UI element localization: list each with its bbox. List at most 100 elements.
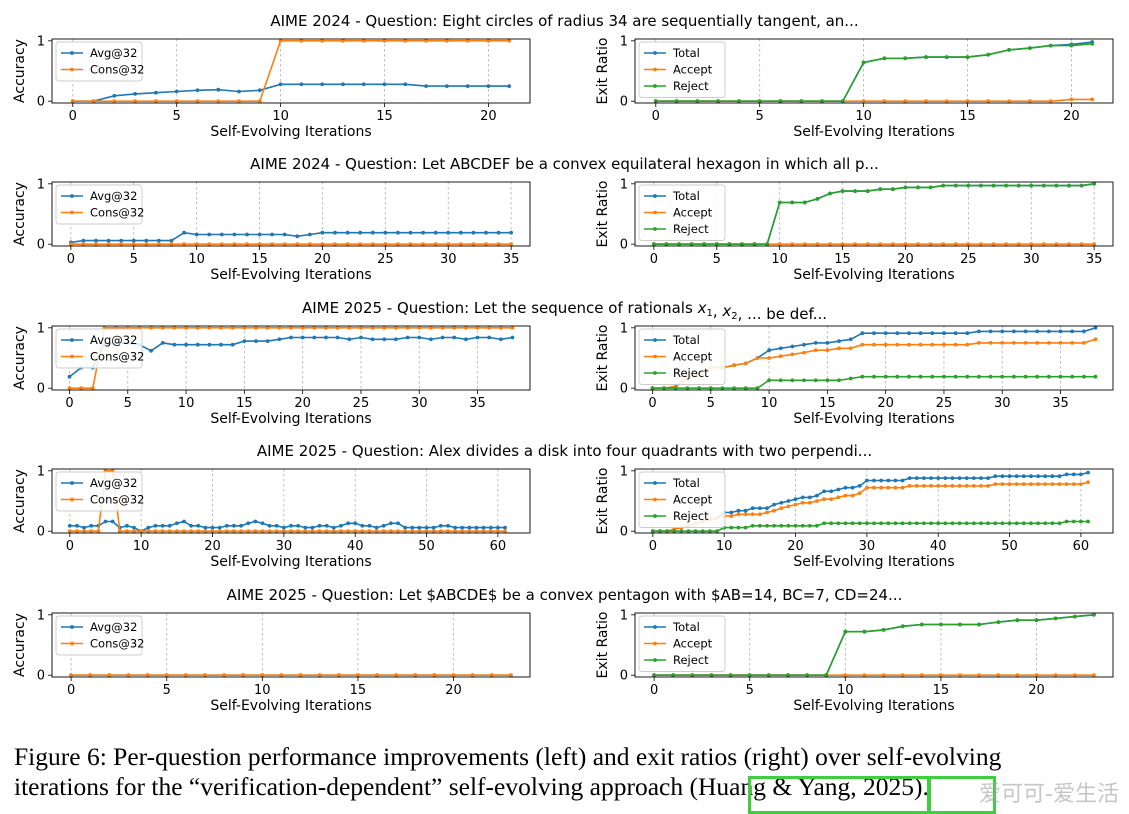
data-point xyxy=(1012,341,1016,345)
data-point xyxy=(943,484,948,488)
legend-entry: Cons@32 xyxy=(90,493,144,507)
x-axis-label: Self-Evolving Iterations xyxy=(210,124,371,140)
data-point xyxy=(843,485,848,490)
data-point xyxy=(131,238,136,243)
data-point xyxy=(965,55,970,59)
data-point xyxy=(1050,482,1055,486)
data-point xyxy=(1004,242,1008,247)
data-point xyxy=(300,325,305,330)
data-point xyxy=(94,238,98,243)
x-tick-label: 25 xyxy=(353,396,370,411)
legend-marker xyxy=(653,227,657,231)
data-point xyxy=(790,200,795,205)
data-point xyxy=(1036,474,1040,479)
data-point xyxy=(375,673,379,678)
data-point xyxy=(652,673,656,678)
data-point xyxy=(965,331,970,336)
data-point xyxy=(282,525,286,530)
x-tick-label: 5 xyxy=(707,396,715,411)
legend-box xyxy=(55,184,143,225)
data-point xyxy=(777,200,782,205)
data-point xyxy=(872,478,876,483)
data-point xyxy=(1035,329,1040,334)
data-point xyxy=(242,339,247,343)
data-point xyxy=(210,525,215,530)
x-tick-label: 60 xyxy=(1073,539,1090,554)
data-point xyxy=(786,504,791,509)
data-point xyxy=(772,502,776,507)
data-point xyxy=(133,99,138,104)
data-point xyxy=(132,525,136,530)
data-point xyxy=(860,374,865,379)
x-tick-label: 15 xyxy=(376,109,393,124)
data-point xyxy=(878,242,883,247)
data-point xyxy=(381,523,386,528)
data-point xyxy=(298,673,303,678)
data-point xyxy=(914,521,919,526)
data-point xyxy=(507,38,512,43)
data-point xyxy=(424,38,428,43)
data-point xyxy=(312,325,317,330)
data-point xyxy=(446,242,451,247)
panel-left-row-5: 0 5 10 15 20 0 1 Avg@32 Cons@32 Self-Evolving Ite… xyxy=(12,608,531,714)
data-point xyxy=(1029,242,1034,247)
data-point xyxy=(295,242,300,247)
data-point xyxy=(1014,474,1019,479)
data-point xyxy=(503,525,507,530)
data-point xyxy=(1092,612,1096,617)
data-point xyxy=(767,378,771,383)
legend-marker xyxy=(70,67,74,72)
data-point xyxy=(172,342,177,347)
data-point xyxy=(865,242,870,247)
legend-marker xyxy=(653,51,657,55)
x-tick-label: 0 xyxy=(650,683,658,698)
data-point xyxy=(1079,242,1084,247)
data-point xyxy=(232,242,237,247)
data-point xyxy=(958,673,962,678)
x-tick-label: 0 xyxy=(66,539,74,554)
data-point xyxy=(865,521,869,526)
data-point xyxy=(195,88,200,93)
data-point xyxy=(1043,521,1048,526)
x-tick-label: 10 xyxy=(761,396,778,411)
data-point xyxy=(893,485,898,490)
axes-frame xyxy=(51,612,531,678)
data-point xyxy=(310,525,315,530)
data-point xyxy=(257,242,262,247)
data-point xyxy=(860,342,865,347)
data-point xyxy=(496,230,501,235)
axes-frame xyxy=(634,181,1114,247)
data-point xyxy=(403,82,408,87)
data-point xyxy=(755,386,760,391)
data-point xyxy=(850,485,855,490)
legend-marker xyxy=(653,514,657,518)
y-tick-label: 1 xyxy=(37,464,45,479)
data-point xyxy=(182,519,186,524)
data-point xyxy=(394,673,399,678)
data-point xyxy=(891,242,895,247)
data-point xyxy=(496,529,500,534)
data-point xyxy=(282,232,287,237)
data-point xyxy=(779,506,784,511)
data-point xyxy=(907,484,912,488)
data-point xyxy=(139,529,144,534)
data-point xyxy=(1079,472,1083,477)
data-point xyxy=(488,529,493,534)
x-tick-label: 20 xyxy=(1063,109,1080,124)
data-point xyxy=(403,38,408,43)
data-point xyxy=(930,374,935,379)
data-point xyxy=(69,673,73,678)
series-line-reject xyxy=(653,183,1095,245)
legend-entry: Avg@32 xyxy=(90,476,137,490)
data-point xyxy=(1093,374,1098,379)
data-point xyxy=(747,673,752,678)
data-point xyxy=(282,242,287,247)
x-axis-label: Self-Evolving Iterations xyxy=(210,267,371,283)
data-point xyxy=(245,232,249,237)
legend-marker xyxy=(70,194,74,198)
data-point xyxy=(126,673,131,678)
data-point xyxy=(914,484,919,488)
data-point xyxy=(79,386,83,391)
data-point xyxy=(81,238,86,243)
data-point xyxy=(922,521,926,526)
